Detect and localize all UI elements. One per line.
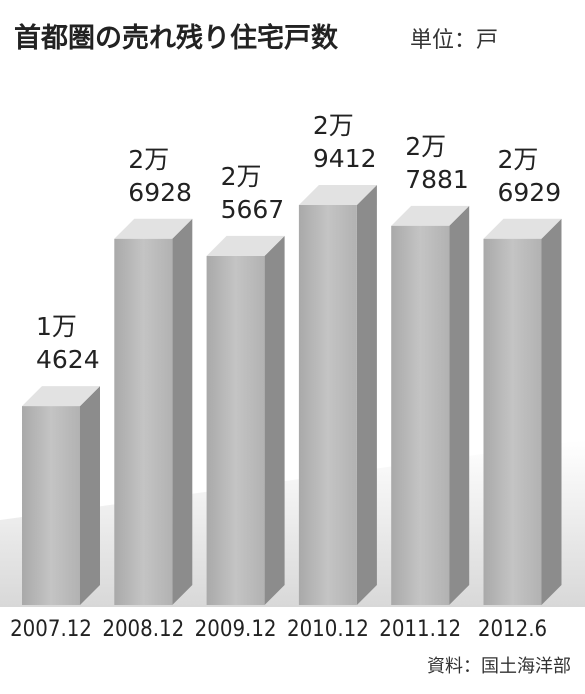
value-label: 2万 7881 [405, 131, 469, 194]
bar [22, 406, 80, 605]
bar-top [114, 218, 193, 239]
bar-side [172, 218, 193, 605]
value-label: 1万 4624 [36, 312, 100, 375]
bar-side [80, 386, 100, 605]
value-label: 2万 6929 [497, 144, 562, 207]
bar-top [483, 218, 562, 239]
source: 資料：国土海洋部 [427, 656, 571, 677]
value-label: 2万 9412 [312, 111, 377, 173]
bar-top [206, 235, 285, 256]
bar-top [298, 185, 377, 205]
bar [298, 205, 357, 605]
x-tick-label: 2007.12 [10, 617, 92, 642]
x-tick-label: 2008.12 [102, 617, 184, 642]
value-label: 2万 6928 [128, 144, 192, 207]
bar-top [22, 386, 100, 407]
bar [391, 225, 450, 606]
x-tick-label: 2009.12 [195, 617, 277, 642]
bar-top [391, 205, 470, 226]
bar-side [264, 235, 285, 606]
value-label: 2万 5667 [220, 161, 285, 224]
x-tick-label: 2011.12 [379, 617, 461, 642]
bar [114, 238, 173, 605]
x-tick-label: 2012.6 [478, 617, 547, 642]
bar [483, 238, 542, 605]
bar [206, 255, 265, 606]
bar-side [541, 218, 562, 605]
bar-side [449, 205, 470, 606]
chart-subtitle: 単位：戸 [410, 28, 499, 53]
chart-title: 首都圏の売れ残り住宅戸数 [14, 23, 338, 54]
x-tick-label: 2010.12 [287, 617, 369, 642]
bar-side [356, 185, 377, 605]
